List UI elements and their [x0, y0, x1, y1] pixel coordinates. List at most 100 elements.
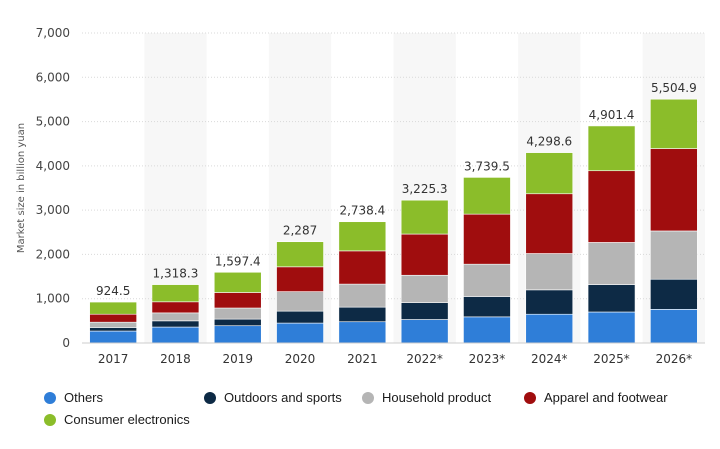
- x-tick-label: 2026*: [656, 352, 693, 366]
- bar-segment-apparel-and-footwear[interactable]: [151, 301, 200, 314]
- x-tick-label: 2017: [98, 352, 129, 366]
- total-label: 2,287: [283, 224, 317, 238]
- bar-segment-outdoors-and-sports[interactable]: [587, 284, 636, 313]
- bar-segment-others[interactable]: [650, 309, 698, 344]
- total-label: 1,597.4: [215, 254, 261, 268]
- legend-item-consumer-electronics[interactable]: Consumer electronics: [44, 412, 190, 427]
- bar-segment-apparel-and-footwear[interactable]: [400, 233, 449, 276]
- x-tick-label: 2020: [285, 352, 316, 366]
- y-tick-label: 4,000: [36, 159, 70, 173]
- total-label: 4,298.6: [526, 135, 572, 149]
- bar-segment-consumer-electronics[interactable]: [338, 221, 387, 252]
- bar-segment-apparel-and-footwear[interactable]: [525, 193, 574, 254]
- y-tick-labels: 0 1,000 2,000 3,000 4,000 5,000 6,000 7,000: [36, 26, 70, 350]
- bar-segment-apparel-and-footwear[interactable]: [463, 213, 511, 265]
- total-label: 5,504.9: [651, 81, 697, 95]
- y-tick-label: 7,000: [36, 26, 70, 40]
- bar-segment-household-product[interactable]: [400, 274, 449, 304]
- bar-segment-consumer-electronics[interactable]: [587, 125, 636, 172]
- bar-segment-household-product[interactable]: [276, 291, 324, 312]
- bar-segment-others[interactable]: [463, 316, 511, 344]
- bar-segment-others[interactable]: [213, 325, 262, 344]
- bar-stack-2026[interactable]: [650, 98, 698, 344]
- bar-segment-consumer-electronics[interactable]: [650, 98, 698, 149]
- legend-item-others[interactable]: Others: [44, 390, 103, 405]
- bar-segment-apparel-and-footwear[interactable]: [587, 170, 636, 243]
- bar-segment-household-product[interactable]: [151, 312, 200, 322]
- total-label: 4,901.4: [589, 108, 635, 122]
- bar-segment-apparel-and-footwear[interactable]: [89, 313, 137, 323]
- bar-segment-household-product[interactable]: [525, 253, 574, 291]
- legend-label: Household product: [382, 390, 492, 405]
- bar-segment-others[interactable]: [587, 311, 636, 344]
- bar-segment-consumer-electronics[interactable]: [525, 152, 574, 195]
- bar-segment-apparel-and-footwear[interactable]: [276, 266, 324, 292]
- bar-segment-household-product[interactable]: [463, 263, 511, 297]
- x-tick-label: 2021: [347, 352, 378, 366]
- bar-segment-others[interactable]: [525, 313, 574, 344]
- x-tick-label: 2024*: [531, 352, 568, 366]
- bar-segment-consumer-electronics[interactable]: [213, 271, 262, 293]
- bar-stack-2025[interactable]: [587, 125, 636, 344]
- bar-segment-consumer-electronics[interactable]: [276, 241, 324, 268]
- bar-segment-others[interactable]: [89, 330, 137, 344]
- bar-stack-2022[interactable]: [400, 199, 449, 344]
- bar-segment-apparel-and-footwear[interactable]: [213, 292, 262, 309]
- total-label: 2,738.4: [339, 204, 385, 218]
- bar-segment-outdoors-and-sports[interactable]: [650, 278, 698, 310]
- bar-stack-2023[interactable]: [463, 177, 511, 344]
- legend-marker: [524, 391, 536, 404]
- bar-segment-household-product[interactable]: [89, 321, 137, 328]
- bar-segment-consumer-electronics[interactable]: [151, 284, 200, 303]
- bar-stack-2024[interactable]: [525, 152, 574, 344]
- y-axis-label: Market size in billion yuan: [16, 123, 27, 253]
- legend-label: Apparel and footwear: [544, 390, 668, 405]
- total-label: 3,225.3: [402, 182, 448, 196]
- bar-segment-others[interactable]: [338, 321, 387, 344]
- bar-stack-2020[interactable]: [276, 241, 324, 344]
- y-tick-label: 5,000: [36, 115, 70, 129]
- bar-segment-outdoors-and-sports[interactable]: [400, 302, 449, 320]
- bar-segment-others[interactable]: [400, 319, 449, 344]
- bar-segment-outdoors-and-sports[interactable]: [151, 320, 200, 328]
- x-tick-label: 2023*: [469, 352, 506, 366]
- bar-segment-outdoors-and-sports[interactable]: [276, 310, 324, 324]
- y-tick-label: 1,000: [36, 292, 70, 306]
- bar-segment-outdoors-and-sports[interactable]: [463, 296, 511, 318]
- bar-stack-2017[interactable]: [89, 301, 137, 344]
- bar-segment-outdoors-and-sports[interactable]: [89, 327, 137, 332]
- y-tick-label: 0: [62, 336, 70, 350]
- bar-segment-outdoors-and-sports[interactable]: [213, 318, 262, 327]
- bar-segment-outdoors-and-sports[interactable]: [338, 306, 387, 323]
- x-tick-label: 2025*: [593, 352, 630, 366]
- x-tick-label: 2022*: [406, 352, 443, 366]
- legend-label: Outdoors and sports: [224, 390, 342, 405]
- bar-segment-outdoors-and-sports[interactable]: [525, 289, 574, 315]
- bar-segment-apparel-and-footwear[interactable]: [338, 250, 387, 285]
- x-tick-label: 2018: [160, 352, 191, 366]
- bar-stack-2021[interactable]: [338, 221, 387, 344]
- bar-segment-consumer-electronics[interactable]: [89, 301, 137, 315]
- legend-item-outdoors-and-sports[interactable]: Outdoors and sports: [204, 390, 342, 405]
- legend-item-household-product[interactable]: Household product: [362, 390, 491, 405]
- bar-stack-2019[interactable]: [213, 271, 262, 344]
- bar-segment-household-product[interactable]: [650, 230, 698, 280]
- stacked-bar-chart: 0 1,000 2,000 3,000 4,000 5,000 6,000 7,000 Mar…: [16, 26, 705, 366]
- y-tick-label: 3,000: [36, 203, 70, 217]
- bar-segment-others[interactable]: [276, 322, 324, 344]
- bar-segment-apparel-and-footwear[interactable]: [650, 148, 698, 232]
- total-value-labels: 924.5 1,318.3 1,597.4 2,287 2,738.4 3,225.3 3,…: [96, 81, 697, 298]
- legend-marker: [44, 391, 56, 404]
- x-tick-label: 2019: [222, 352, 253, 366]
- total-label: 1,318.3: [153, 267, 199, 281]
- bar-segment-household-product[interactable]: [587, 242, 636, 285]
- bar-segment-others[interactable]: [151, 326, 200, 344]
- bar-segment-household-product[interactable]: [213, 307, 262, 320]
- bar-stack-2018[interactable]: [151, 284, 200, 344]
- bar-segment-consumer-electronics[interactable]: [400, 199, 449, 235]
- bar-segment-consumer-electronics[interactable]: [463, 177, 511, 215]
- x-tick-labels: 2017 2018 2019 2020 2021 2022* 2023* 2024* 2025*…: [98, 352, 692, 366]
- legend-item-apparel-and-footwear[interactable]: Apparel and footwear: [524, 390, 668, 405]
- bar-segment-household-product[interactable]: [338, 283, 387, 308]
